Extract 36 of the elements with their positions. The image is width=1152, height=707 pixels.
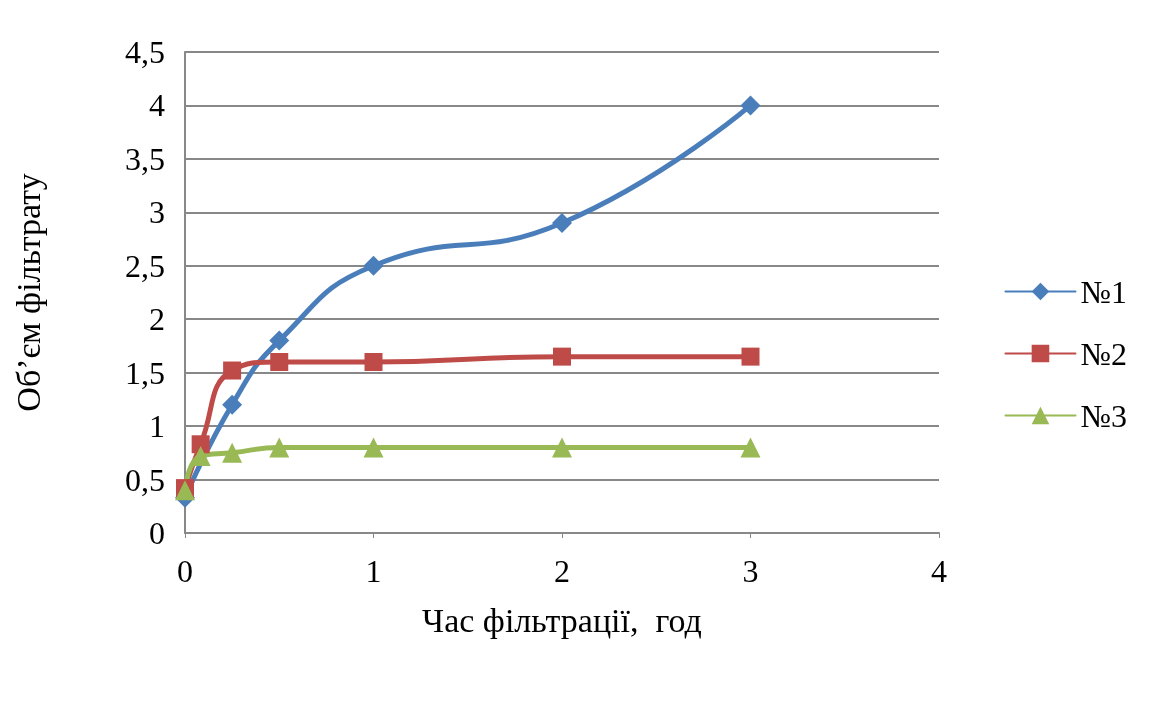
y-tick-label: 0,5 bbox=[125, 461, 165, 498]
x-tick-label: 2 bbox=[554, 553, 570, 589]
point bbox=[363, 437, 384, 458]
x-axis-title: Час фільтрації, год bbox=[422, 601, 702, 639]
y-tick-label: 2 bbox=[149, 301, 165, 338]
point bbox=[223, 361, 242, 380]
legend-label: №3 bbox=[1080, 397, 1127, 434]
point bbox=[222, 442, 243, 463]
point bbox=[269, 437, 290, 458]
point bbox=[740, 437, 761, 458]
point bbox=[270, 352, 289, 371]
x-tick-label: 0 bbox=[177, 553, 193, 589]
point bbox=[553, 347, 571, 366]
legend-label: №1 bbox=[1080, 273, 1127, 310]
y-tick-label: 3 bbox=[149, 194, 165, 231]
point bbox=[191, 435, 210, 454]
y-tick-label: 1,5 bbox=[125, 354, 165, 391]
x-tick-label: 3 bbox=[742, 553, 759, 589]
point bbox=[363, 255, 384, 276]
x-tick-label: 4 bbox=[931, 553, 947, 589]
y-tick-label: 2,5 bbox=[125, 247, 165, 284]
point bbox=[740, 95, 761, 116]
point bbox=[222, 394, 243, 415]
y-tick-label: 3,5 bbox=[125, 140, 165, 177]
point bbox=[269, 330, 290, 351]
y-tick-label: 4 bbox=[149, 87, 165, 124]
y-tick-label: 1 bbox=[149, 408, 165, 445]
point bbox=[364, 352, 383, 371]
y-tick-label: 4,5 bbox=[125, 34, 165, 70]
point bbox=[741, 347, 760, 366]
legend-label: №2 bbox=[1080, 335, 1127, 372]
y-tick-label: 0 bbox=[149, 515, 165, 551]
point bbox=[552, 213, 572, 234]
x-tick-label: 1 bbox=[365, 553, 382, 589]
y-axis-title: Об’єм фільтрату bbox=[9, 173, 47, 412]
point bbox=[552, 437, 572, 458]
